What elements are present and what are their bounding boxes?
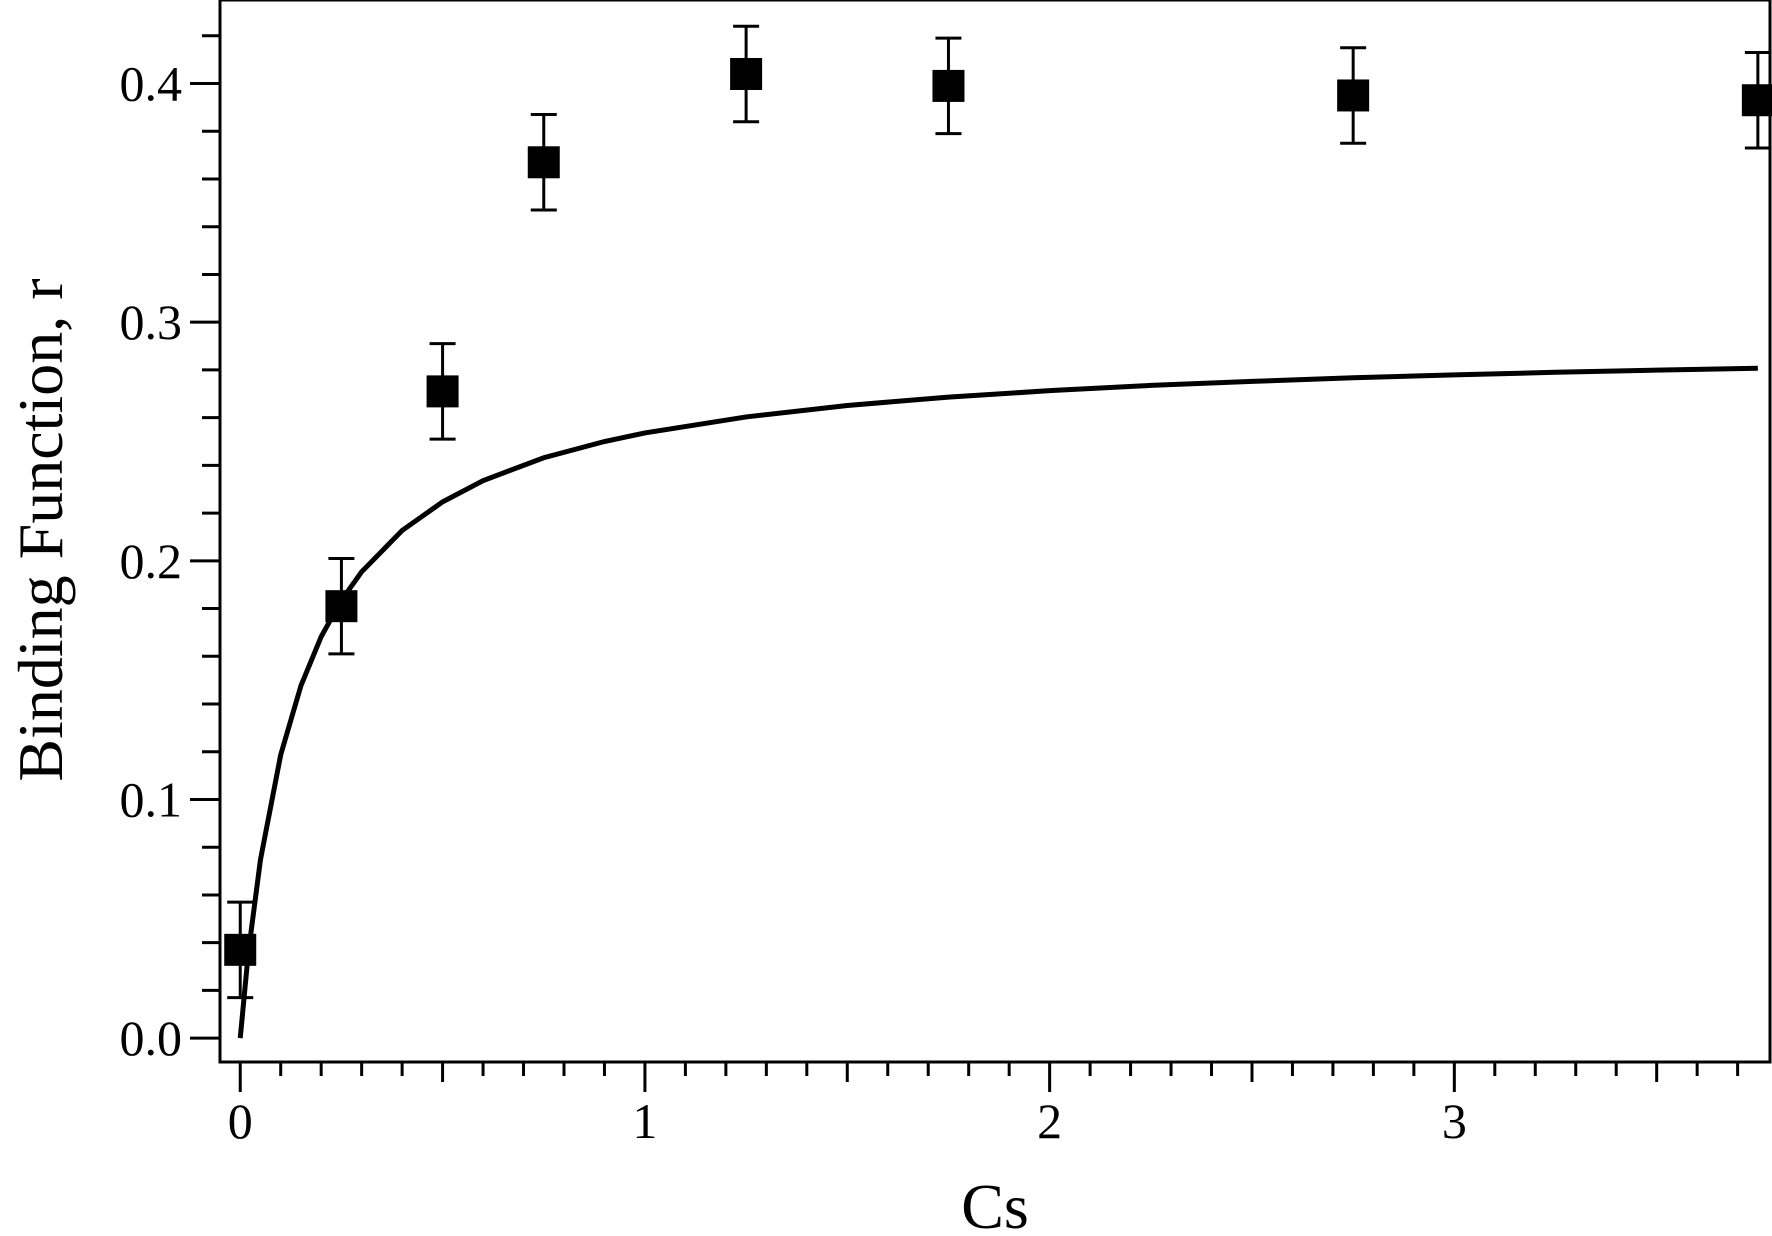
data-point: [730, 57, 763, 90]
major-ticks: [190, 82, 1456, 1092]
data-point: [325, 590, 358, 623]
y-axis-title: Binding Function, r: [5, 278, 76, 781]
y-tick-label: 0.0: [120, 1010, 183, 1066]
tick-labels: 0 1 2 3 0.0 0.1 0.2 0.3 0.4: [120, 56, 1467, 1149]
x-tick-label: 3: [1442, 1093, 1467, 1149]
y-tick-label: 0.2: [120, 533, 183, 589]
x-axis-title: Cs: [961, 1171, 1029, 1236]
data-point: [932, 69, 965, 102]
x-tick-label: 1: [632, 1093, 657, 1149]
data-point: [224, 933, 257, 966]
x-tick-label: 2: [1037, 1093, 1062, 1149]
plot-frame: [218, 0, 1772, 1064]
y-tick-label: 0.4: [120, 56, 183, 112]
minor-ticks: [202, 34, 1740, 1082]
data-point: [1741, 84, 1772, 117]
data-points: [224, 24, 1772, 1000]
data-point: [527, 146, 560, 179]
y-tick-label: 0.3: [120, 294, 183, 350]
y-tick-label: 0.1: [120, 771, 183, 827]
fit-curve: [237, 365, 1758, 1039]
x-tick-label: 0: [228, 1093, 253, 1149]
data-point: [426, 375, 459, 408]
data-point: [1337, 79, 1370, 112]
